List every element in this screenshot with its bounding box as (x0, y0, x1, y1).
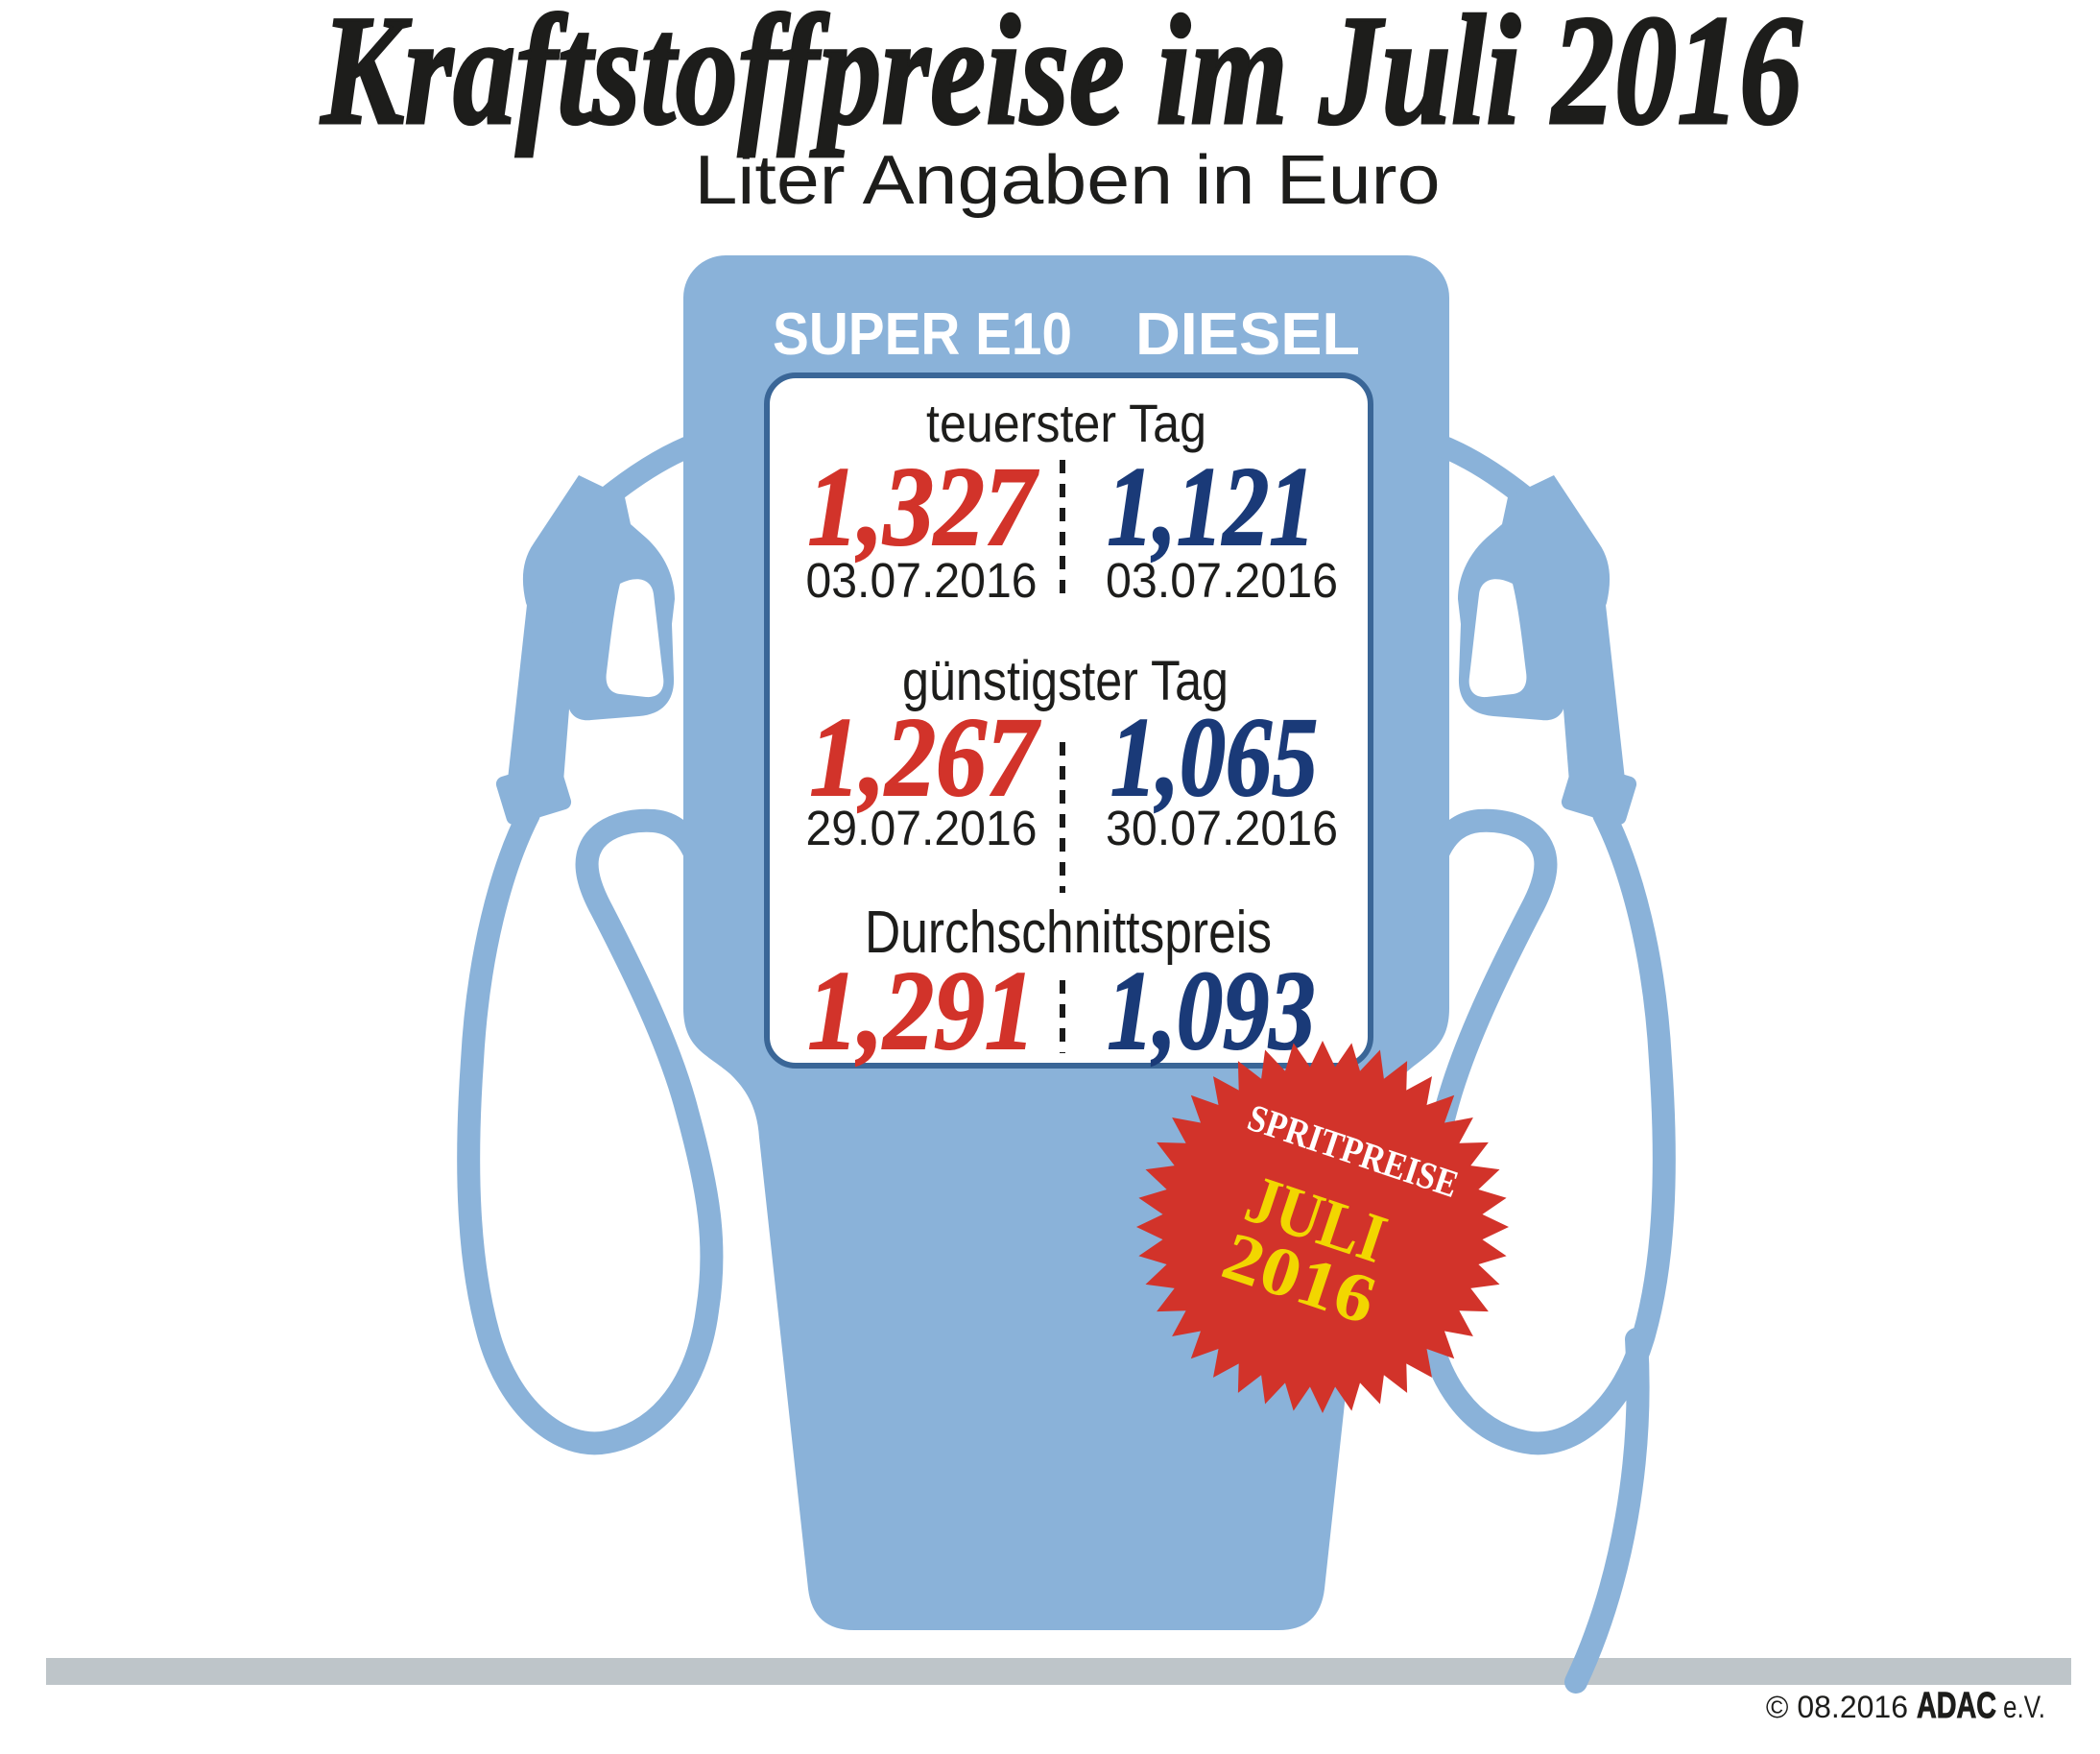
svg-text:ADAC: ADAC (1917, 1686, 1996, 1726)
svg-text:03.07.2016: 03.07.2016 (1106, 553, 1338, 608)
svg-text:SUPER E10: SUPER E10 (773, 301, 1072, 368)
svg-text:teuerster Tag: teuerster Tag (926, 393, 1206, 453)
svg-text:Liter Angaben in Euro: Liter Angaben in Euro (695, 142, 1441, 219)
svg-text:© 08.2016: © 08.2016 (1766, 1690, 1908, 1724)
svg-text:Durchschnittspreis: Durchschnittspreis (865, 900, 1272, 966)
svg-text:30.07.2016: 30.07.2016 (1106, 801, 1338, 855)
svg-text:1,065: 1,065 (1110, 694, 1318, 820)
svg-text:günstigster Tag: günstigster Tag (902, 650, 1229, 712)
svg-text:03.07.2016: 03.07.2016 (806, 553, 1038, 608)
svg-text:1,093: 1,093 (1108, 948, 1316, 1073)
svg-text:e.V.: e.V. (2003, 1690, 2045, 1724)
svg-text:DIESEL: DIESEL (1135, 301, 1360, 368)
svg-text:1,291: 1,291 (808, 948, 1036, 1073)
svg-text:29.07.2016: 29.07.2016 (806, 801, 1038, 855)
svg-text:1,327: 1,327 (808, 444, 1039, 569)
svg-text:1,267: 1,267 (810, 694, 1041, 820)
svg-text:Kraftstoffpreise im Juli 2016: Kraftstoffpreise im Juli 2016 (320, 0, 1802, 157)
svg-text:1,121: 1,121 (1108, 444, 1316, 569)
